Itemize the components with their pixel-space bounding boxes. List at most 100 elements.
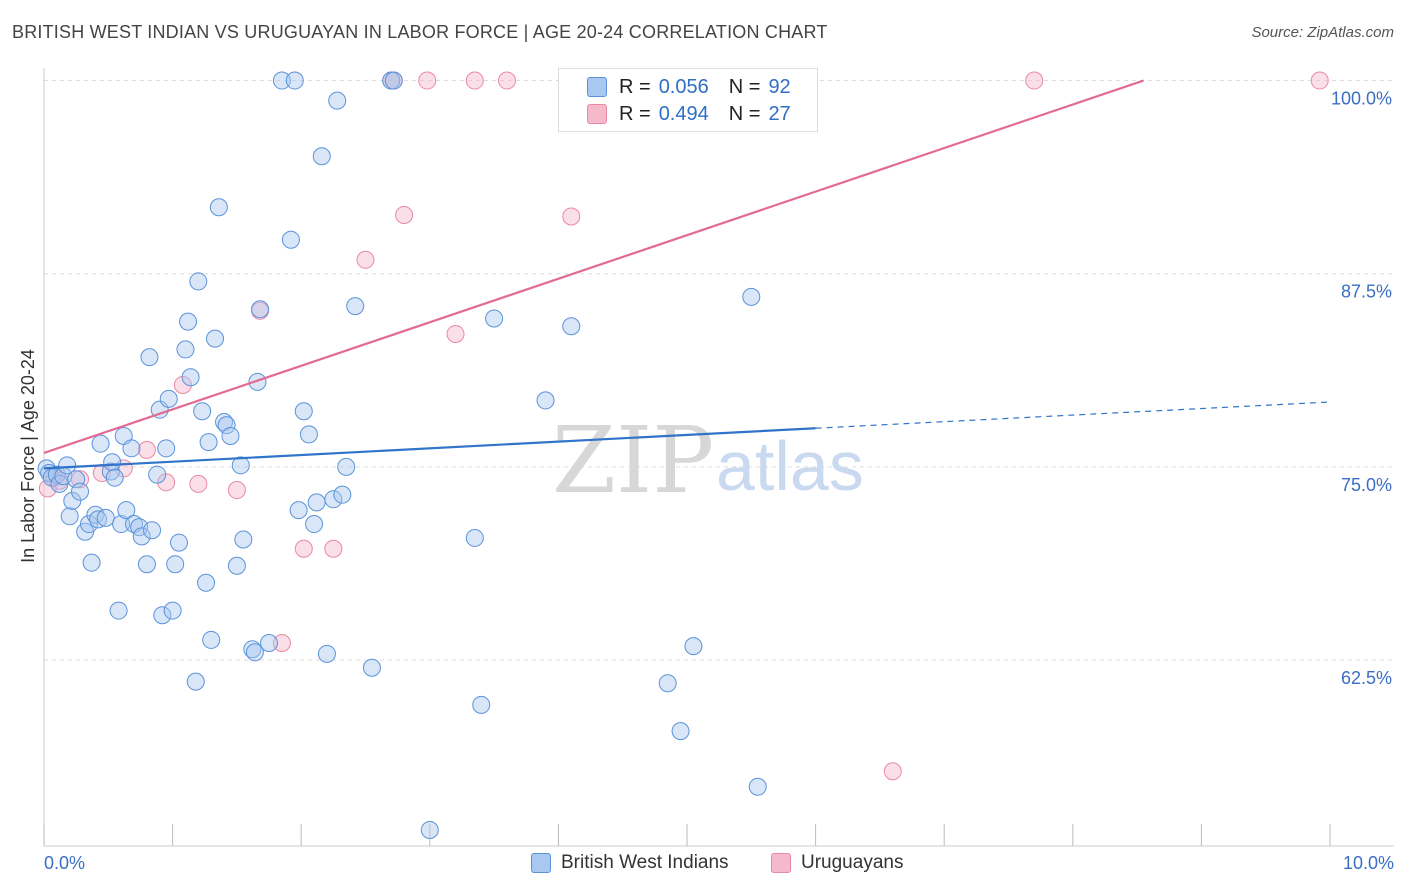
british-west-indians-point: [105, 468, 124, 487]
british-west-indians-point: [317, 644, 336, 663]
british-west-indians-point: [289, 501, 308, 520]
watermark-zip: ZIP: [552, 407, 714, 514]
british-west-indians-point: [362, 658, 381, 677]
x-tick-label: 0.0%: [44, 853, 85, 873]
uruguayans-point: [446, 324, 465, 343]
uruguayans-point: [227, 481, 246, 500]
british-west-indians-point: [346, 297, 365, 316]
uruguayans-point: [324, 539, 343, 558]
british-west-indians-point: [272, 71, 291, 90]
r-label: R =: [619, 75, 651, 98]
r-label: R =: [619, 102, 651, 125]
british-west-indians-point: [472, 695, 491, 714]
british-west-indians-point: [202, 630, 221, 649]
legend-row-blue: R = 0.056 N = 92: [559, 74, 791, 100]
pink-swatch: [771, 853, 791, 873]
y-tick-label: 75.0%: [1341, 475, 1392, 495]
british-west-indians-point: [91, 434, 110, 453]
correlation-legend: R = 0.056 N = 92 R = 0.494 N = 27: [558, 68, 818, 132]
british-west-indians-point: [112, 515, 131, 534]
british-west-indians-point: [63, 491, 82, 510]
british-west-indians-point: [465, 528, 484, 547]
british-west-indians-point: [227, 556, 246, 575]
uruguayans-point: [137, 440, 156, 459]
uruguayans-point: [395, 205, 414, 224]
uruguayans-point: [157, 473, 176, 492]
british-west-indians-point: [658, 674, 677, 693]
british-west-indians-point: [71, 482, 90, 501]
uruguayans-point: [562, 207, 581, 226]
british-west-indians-point: [260, 634, 279, 653]
british-west-indians-point: [245, 643, 264, 662]
british-west-indians-point: [333, 485, 352, 504]
british-west-indians-point: [122, 439, 141, 458]
british-west-indians-point: [536, 391, 555, 410]
british-west-indians-point: [179, 312, 198, 331]
pink-swatch: [587, 104, 607, 124]
chart-title: BRITISH WEST INDIAN VS URUGUAYAN IN LABO…: [12, 22, 828, 42]
british-west-indians-point: [234, 530, 253, 549]
british-west-indians-trend-line: [43, 427, 816, 470]
british-west-indians-point: [96, 508, 115, 527]
british-west-indians-point: [231, 456, 250, 475]
uruguayans-point: [465, 71, 484, 90]
british-west-indians-point: [89, 510, 108, 529]
british-west-indians-point: [209, 198, 228, 217]
series-legend: British West Indians Uruguayans: [0, 852, 1406, 878]
british-west-indians-points: [37, 71, 767, 839]
british-west-indians-point: [324, 490, 343, 509]
british-west-indians-point: [148, 465, 167, 484]
british-west-indians-point: [485, 309, 504, 328]
british-west-indians-point: [197, 573, 216, 592]
british-west-indians-point: [742, 287, 761, 306]
british-west-indians-point: [384, 71, 403, 90]
british-west-indians-point: [189, 272, 208, 291]
british-west-indians-point: [251, 300, 270, 319]
source-label: Source: ZipAtlas.com: [1251, 24, 1394, 41]
british-west-indians-point: [562, 317, 581, 336]
british-west-indians-point: [176, 340, 195, 359]
x-tick-label: 10.0%: [1343, 853, 1394, 873]
r-value: 0.494: [658, 102, 709, 125]
british-west-indians-point: [248, 372, 267, 391]
n-label: N =: [728, 102, 761, 125]
y-axis-label: In Labor Force | Age 20-24: [18, 349, 38, 563]
axis-layer: [43, 68, 1394, 847]
y-tick-label: 100.0%: [1331, 89, 1392, 109]
n-value: 27: [768, 102, 791, 125]
british-west-indians-point: [103, 453, 122, 472]
british-west-indians-point: [748, 777, 767, 796]
uruguayans-point: [883, 762, 902, 781]
y-tick-label: 87.5%: [1341, 282, 1392, 302]
british-west-indians-point: [159, 389, 178, 408]
british-west-indians-point: [193, 402, 212, 421]
british-west-indians-point: [186, 672, 205, 691]
n-value: 92: [768, 75, 791, 98]
grid-layer: [44, 80, 1394, 661]
british-west-indians-point: [82, 553, 101, 572]
british-west-indians-point: [153, 606, 172, 625]
british-west-indians-point: [170, 533, 189, 552]
legend-label: Uruguayans: [801, 852, 904, 873]
british-west-indians-point: [58, 456, 77, 475]
british-west-indians-point: [299, 425, 318, 444]
british-west-indians-point: [305, 515, 324, 534]
british-west-indians-point: [163, 601, 182, 620]
y-tick-label: 62.5%: [1341, 668, 1392, 688]
british-west-indians-point: [328, 91, 347, 110]
british-west-indians-point: [312, 147, 331, 166]
british-west-indians-point: [166, 555, 185, 574]
british-west-indians-point: [132, 527, 151, 546]
uruguayans-point: [294, 539, 313, 558]
british-west-indians-point: [307, 493, 326, 512]
british-west-indians-point: [140, 348, 159, 367]
british-west-indians-point: [671, 722, 690, 741]
british-west-indians-point: [117, 501, 136, 520]
legend-item-uruguayans: Uruguayans: [771, 852, 903, 874]
uruguayans-point: [1310, 71, 1329, 90]
british-west-indians-point: [157, 439, 176, 458]
british-west-indians-point: [243, 640, 262, 659]
uruguayans-point: [1025, 71, 1044, 90]
blue-swatch: [587, 77, 607, 97]
